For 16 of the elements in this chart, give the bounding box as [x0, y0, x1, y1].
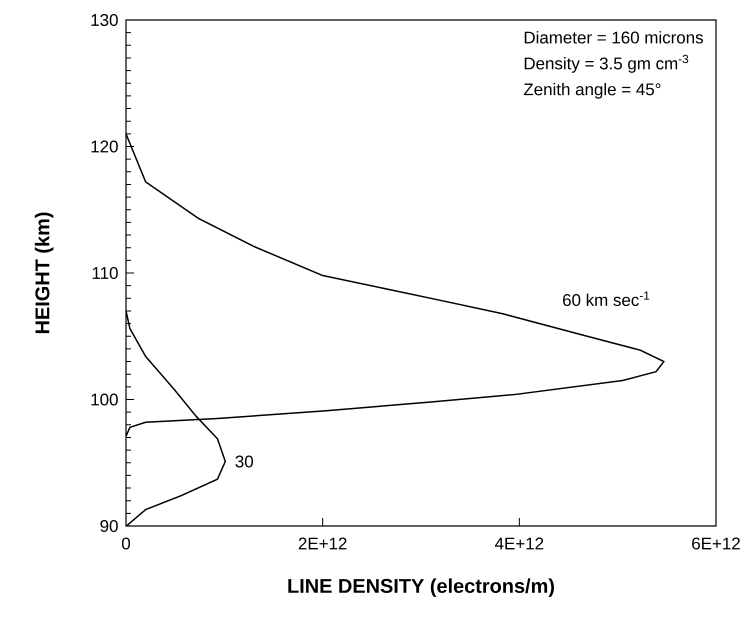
annotation: Diameter = 160 microns: [524, 31, 703, 44]
x-axis-title: LINE DENSITY (electrons/m): [288, 578, 554, 597]
y-tick-label: 110: [92, 267, 118, 279]
series-label: 30: [235, 455, 254, 468]
y-tick-label: 120: [92, 140, 118, 152]
y-tick-label: 100: [92, 394, 118, 406]
series-label: 60 km sec$^{-1}$: [563, 291, 650, 306]
x-tick-label: 6E+12: [692, 538, 740, 550]
x-tick-label: 4E+12: [495, 538, 544, 550]
annotation: Zenith angle = 45°: [524, 82, 660, 99]
x-tick-label: 0: [122, 538, 130, 550]
y-tick-label: 90: [100, 520, 118, 532]
x-tick-label: 2E+12: [298, 538, 347, 550]
y-tick-label: 130: [92, 14, 118, 26]
y-axis-title: HEIGHT (km): [34, 212, 54, 334]
annotation: Density = 3.5 gm cm$^{-3}$: [524, 54, 688, 73]
